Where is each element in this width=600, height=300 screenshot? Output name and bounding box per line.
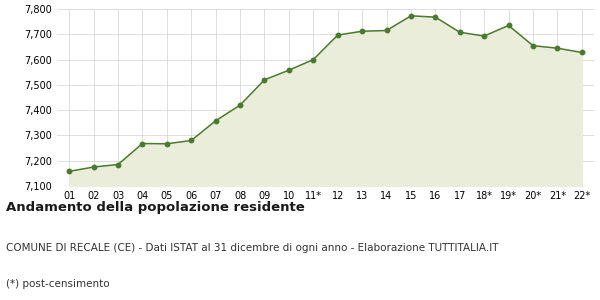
Text: (*) post-censimento: (*) post-censimento (6, 279, 110, 289)
Text: COMUNE DI RECALE (CE) - Dati ISTAT al 31 dicembre di ogni anno - Elaborazione TU: COMUNE DI RECALE (CE) - Dati ISTAT al 31… (6, 243, 499, 253)
Text: Andamento della popolazione residente: Andamento della popolazione residente (6, 201, 305, 214)
